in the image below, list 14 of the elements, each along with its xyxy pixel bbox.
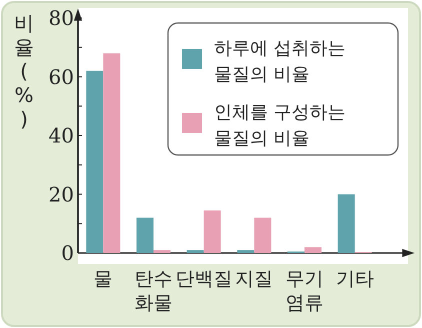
- y-tick-label: 20: [48, 182, 74, 206]
- y-tick-label: 80: [48, 6, 74, 30]
- y-tick-label: 60: [48, 64, 74, 89]
- y-axis-title: 비율(%): [14, 11, 34, 131]
- y-tick-label: 40: [48, 124, 74, 148]
- x-tick-label: 지질: [235, 268, 274, 290]
- x-tick-label: 무기염류: [286, 268, 324, 314]
- legend-label: 하루에 섭취하는 물질의 비율: [214, 38, 346, 85]
- y-tick-label: 0: [61, 241, 74, 265]
- x-tick-label: 탄수화물: [134, 268, 172, 314]
- x-tick-label: 기타: [336, 268, 374, 290]
- x-tick-label: 단백질: [175, 268, 232, 290]
- legend-label: 인체를 구성하는 물질의 비율: [214, 102, 346, 149]
- x-tick-label: 물: [94, 268, 113, 290]
